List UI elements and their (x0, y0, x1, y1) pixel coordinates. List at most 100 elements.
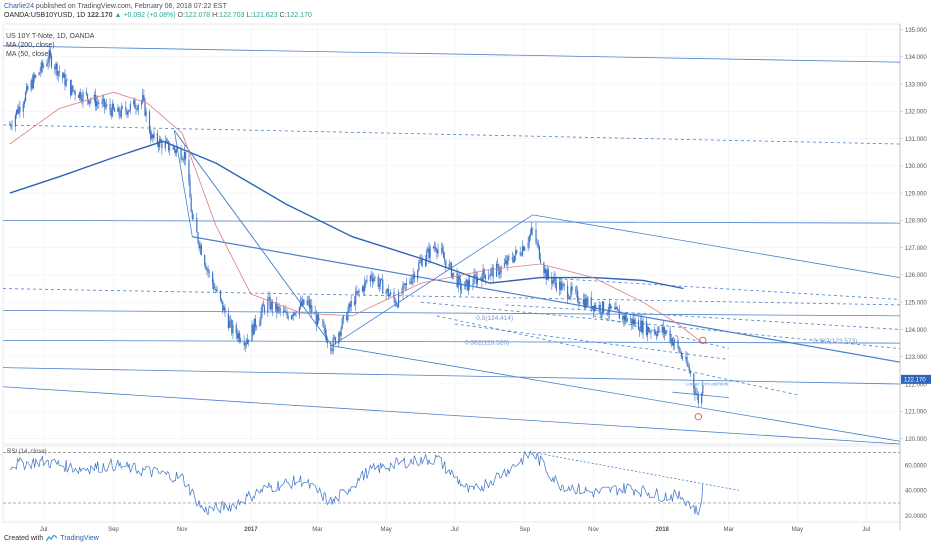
candle-body (141, 101, 143, 105)
candle-body (595, 305, 597, 310)
ma50-line (9, 91, 704, 344)
pitchfork-line (672, 391, 729, 399)
candle-body (650, 331, 652, 333)
candle-body (299, 301, 302, 308)
candle-body (356, 291, 358, 294)
y-tick-label: 126.000 (905, 273, 927, 279)
candle-body (15, 109, 18, 116)
candle-body (110, 110, 112, 117)
candle-body (244, 342, 246, 346)
candle-body (82, 91, 84, 102)
candle-body (355, 291, 357, 305)
candle-body (161, 141, 163, 149)
candle-body (223, 307, 225, 311)
candle-body (630, 318, 632, 320)
chart-annotation: 0.382(123.520) (465, 339, 509, 346)
candle-body (532, 228, 534, 230)
candle-body (555, 282, 557, 290)
candle-body (306, 300, 308, 305)
candle-body (168, 140, 170, 151)
candle-body (544, 269, 546, 273)
close-label: C: (279, 12, 287, 19)
candle-body (95, 101, 98, 107)
candle-body (340, 328, 342, 336)
candle-body (681, 356, 684, 359)
candle-body (136, 109, 138, 110)
author-link[interactable]: Charlie24 (4, 3, 34, 10)
candle-body (632, 319, 634, 325)
candle-body (9, 124, 11, 126)
candle-body (514, 255, 516, 262)
candle-body (665, 332, 667, 334)
candle-body (515, 250, 517, 256)
candle-body (679, 351, 681, 353)
candle-body (563, 284, 565, 286)
candle-body (31, 80, 33, 89)
candle-body (42, 65, 45, 68)
tradingview-logo-icon (46, 535, 58, 542)
candle-body (538, 245, 540, 259)
x-tick-label: Mar (312, 527, 322, 533)
candle-body (331, 350, 333, 352)
candle-body (237, 333, 240, 339)
candle-body (520, 254, 522, 256)
candle-body (666, 330, 668, 333)
candle-body (490, 269, 492, 276)
symbol-label: OANDA:USB10YUSD, 1D (4, 12, 86, 19)
candle-body (426, 251, 428, 260)
candle-body (119, 114, 121, 117)
candle-body (109, 104, 111, 111)
y-tick-label: 124.000 (905, 328, 927, 334)
x-tick-label: Mar (724, 527, 734, 533)
footer: Created with TradingView (4, 535, 99, 542)
open-label: O: (177, 12, 185, 19)
rsi-pane (2, 445, 901, 523)
chart-annotation: 0.5(124.414) (476, 315, 513, 322)
candle-body (645, 320, 648, 336)
candle-body (142, 95, 144, 102)
candle-body (361, 286, 364, 292)
candle-body (503, 263, 506, 267)
candle-body (41, 62, 44, 68)
candle-body (231, 320, 233, 334)
candle-body (286, 311, 288, 316)
candle-body (428, 248, 430, 258)
y-tick-label: 134.000 (905, 55, 927, 61)
candle-body (419, 261, 421, 263)
candle-body (475, 276, 477, 284)
candle-body (418, 262, 420, 271)
candle-body (453, 272, 455, 274)
candle-body (348, 303, 350, 311)
tradingview-brand[interactable]: TradingView (60, 535, 99, 542)
rsi-tick-label: 20.0000 (905, 514, 927, 520)
chart-annotation: 0.382(123.573) (813, 338, 857, 345)
candle-body (30, 80, 32, 90)
candle-body (571, 286, 573, 291)
candle-body (120, 106, 122, 117)
candle-body (661, 326, 663, 333)
x-tick-label: Nov (177, 527, 188, 533)
candle-body (117, 107, 119, 112)
marker-circle (699, 336, 707, 345)
low-label: L: (246, 12, 253, 19)
pitchfork-handle (173, 130, 193, 237)
legend-title: US 10Y T-Note, 1D, OANDA (6, 33, 95, 40)
candle-body (26, 85, 28, 93)
candle-body (251, 324, 253, 342)
candle-body (57, 71, 59, 76)
candle-body (23, 101, 26, 105)
candle-body (450, 263, 453, 278)
candle-body (600, 312, 602, 314)
candle-body (191, 212, 193, 219)
candle-body (24, 92, 27, 102)
candle-body (292, 315, 294, 317)
candle-body (577, 290, 579, 302)
candle-body (152, 134, 154, 138)
candle-body (429, 246, 431, 258)
candle-body (601, 301, 604, 314)
candle-body (687, 364, 689, 367)
marker-circle (694, 413, 702, 421)
candle-body (118, 107, 120, 115)
candle-body (410, 281, 412, 284)
